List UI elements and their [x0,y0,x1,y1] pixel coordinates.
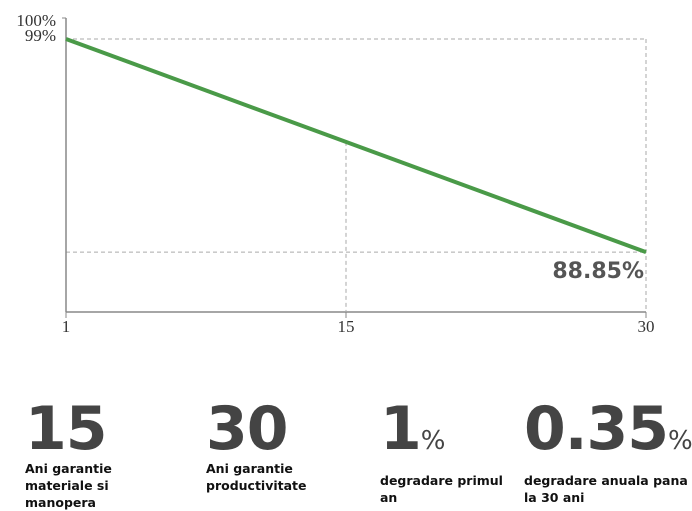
stat: 1% degradare primul an [380,398,520,506]
x-tick-label: 1 [62,317,71,336]
x-tick-label: 30 [638,317,655,336]
stat-label: degradare primul an [380,473,503,505]
stat-label: Ani garantie materiale si manopera [25,461,112,510]
value-label: 88.85% [552,259,644,284]
stat-unit: % [420,426,446,456]
line [65,37,647,255]
chart: 100% 1 15 30 99% 88.85% [16,11,655,336]
stat: 0.35% degradare anuala pana la 30 ani [524,398,692,506]
stat-label: Ani garantie productivitate [206,461,307,493]
stat-value: 15 [25,394,108,464]
stat-label: degradare anuala pana la 30 ani [524,473,688,505]
stat: 15 Ani garantie materiale si manopera [25,398,175,511]
value-label: 99% [25,26,56,45]
x-tick-label: 15 [338,317,355,336]
stat-value: 30 [206,394,289,464]
stat-value: 0.35 [524,394,669,464]
stat-unit: % [668,426,692,456]
stat: 30 Ani garantie productivitate [206,398,381,494]
y-tick-label: 100% [16,11,56,30]
stat-value: 1 [380,394,422,464]
